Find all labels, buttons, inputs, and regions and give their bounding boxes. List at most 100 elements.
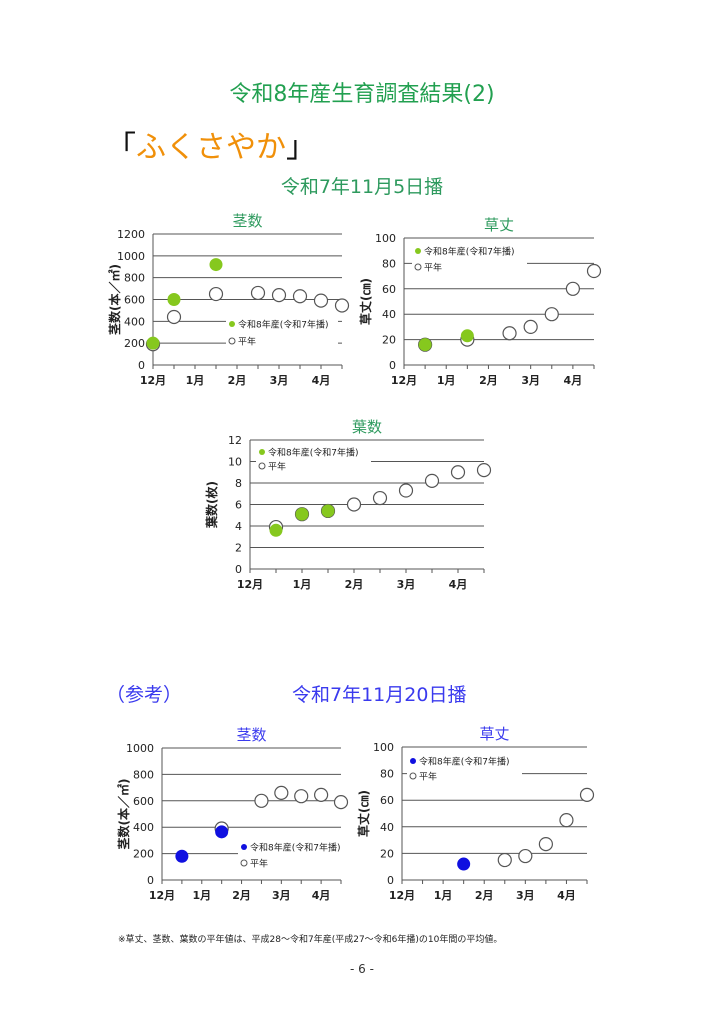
data-point-average <box>559 813 574 828</box>
data-point-average <box>450 465 466 480</box>
chart-title: 草丈 <box>479 725 509 743</box>
data-point-average <box>518 848 533 864</box>
legend-box <box>412 242 527 274</box>
bracket-open: 「 <box>106 130 136 165</box>
x-tick-label: 2月 <box>232 889 251 902</box>
legend-marker-current <box>241 844 247 850</box>
data-point-current <box>167 293 181 306</box>
y-tick-label: 60 <box>380 794 394 807</box>
x-tick-label: 1月 <box>186 374 205 387</box>
page-number: - 6 - <box>350 962 374 976</box>
data-point-average <box>294 789 309 804</box>
page-title: 令和8年産生育調査結果(2) <box>229 82 495 107</box>
x-tick-label: 4月 <box>557 889 576 902</box>
y-tick-label: 20 <box>380 847 394 860</box>
x-tick-label: 1月 <box>293 578 312 591</box>
chart-title: 茎数 <box>232 212 262 230</box>
data-point-current <box>295 507 309 521</box>
y-axis-label: 茎数(本／㎡) <box>116 779 131 850</box>
x-tick-label: 4月 <box>312 374 331 387</box>
legend-label-current: 令和8年産(令和7年播) <box>268 447 358 459</box>
y-tick-label: 1000 <box>126 742 154 755</box>
y-axis-label: 茎数(本／㎡) <box>107 264 122 335</box>
x-tick-label: 2月 <box>228 374 247 387</box>
y-tick-label: 80 <box>382 257 396 270</box>
y-tick-label: 0 <box>235 563 242 576</box>
data-point-average <box>424 473 440 488</box>
x-tick-label: 12月 <box>149 889 175 902</box>
sowing-date-reference: 令和7年11月20日播 <box>292 684 467 706</box>
x-tick-label: 12月 <box>237 578 263 591</box>
legend-label-average: 平年 <box>419 771 437 783</box>
data-point-average <box>313 293 329 308</box>
legend-box <box>256 443 371 471</box>
legend-label-average: 平年 <box>238 336 256 348</box>
x-tick-label: 4月 <box>312 889 331 902</box>
legend-marker-current <box>415 248 421 254</box>
x-tick-label: 3月 <box>397 578 416 591</box>
x-tick-label: 2月 <box>479 374 498 387</box>
y-tick-label: 6 <box>235 499 242 512</box>
legend-marker-average <box>258 462 266 470</box>
data-point-average <box>208 286 224 302</box>
data-point-average <box>346 497 362 512</box>
y-axis-label: 草丈(㎝) <box>358 278 373 325</box>
x-tick-label: 1月 <box>437 374 456 387</box>
data-point-average <box>586 263 602 279</box>
legend-label-average: 平年 <box>424 262 442 274</box>
x-tick-label: 12月 <box>140 374 166 387</box>
data-point-average <box>497 852 512 868</box>
legend-label-average: 平年 <box>268 461 286 473</box>
x-tick-label: 2月 <box>345 578 364 591</box>
legend-box <box>238 838 348 870</box>
y-tick-label: 0 <box>387 874 394 887</box>
y-tick-label: 2 <box>235 542 242 555</box>
y-axis-label: 葉数(枚) <box>204 481 219 529</box>
legend-label-current: 令和8年産(令和7年播) <box>424 246 514 258</box>
y-tick-label: 200 <box>133 848 154 861</box>
data-point-average <box>271 288 287 303</box>
y-tick-label: 100 <box>373 741 394 754</box>
reference-label: （参考） <box>106 684 183 706</box>
legend-marker-current <box>410 758 416 764</box>
y-tick-label: 12 <box>228 434 242 447</box>
data-point-current <box>321 504 335 518</box>
legend-label-current: 令和8年産(令和7年播) <box>250 842 340 854</box>
x-tick-label: 3月 <box>272 889 291 902</box>
x-tick-label: 12月 <box>391 374 417 387</box>
data-point-average <box>292 289 308 304</box>
x-tick-label: 3月 <box>270 374 289 387</box>
bracket-close: 」 <box>286 130 316 165</box>
data-point-average <box>274 785 289 800</box>
y-tick-label: 0 <box>138 359 145 372</box>
y-axis-label: 草丈(㎝) <box>356 790 371 837</box>
data-point-average <box>254 793 269 808</box>
legend-marker-average <box>240 859 248 867</box>
data-point-average <box>565 281 580 296</box>
y-tick-label: 800 <box>133 768 154 781</box>
legend-label-current: 令和8年産(令和7年播) <box>238 319 328 331</box>
y-tick-label: 4 <box>235 520 242 533</box>
chart-title: 草丈 <box>484 216 514 234</box>
legend-marker-current <box>229 321 235 327</box>
sowing-date-main: 令和7年11月5日播 <box>280 176 444 198</box>
y-tick-label: 1200 <box>117 228 145 241</box>
variety-label: ふくさやか <box>136 130 286 165</box>
x-tick-label: 4月 <box>449 578 468 591</box>
data-point-average <box>579 787 595 802</box>
legend-marker-average <box>228 337 236 345</box>
y-tick-label: 1000 <box>117 250 145 263</box>
data-point-average <box>538 836 553 852</box>
y-tick-label: 600 <box>124 294 145 307</box>
y-tick-label: 40 <box>380 821 394 834</box>
data-point-average <box>502 326 517 341</box>
y-tick-label: 40 <box>382 308 396 321</box>
legend-box <box>226 315 338 349</box>
chart-title: 葉数 <box>352 418 382 436</box>
data-point-current <box>460 329 474 343</box>
x-tick-label: 1月 <box>434 889 453 902</box>
